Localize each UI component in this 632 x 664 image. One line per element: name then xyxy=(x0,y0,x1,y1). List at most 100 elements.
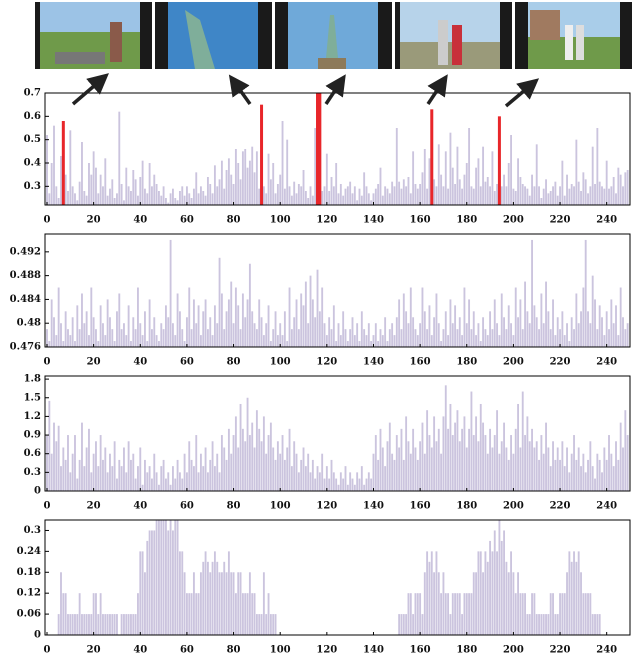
bar xyxy=(387,189,389,205)
bar xyxy=(67,191,69,205)
bar xyxy=(473,189,475,205)
bar xyxy=(86,447,88,491)
bar xyxy=(188,593,190,635)
bar xyxy=(496,410,498,491)
bar xyxy=(265,454,267,491)
bar xyxy=(237,163,239,205)
bar xyxy=(165,520,167,635)
bar xyxy=(515,288,517,347)
bar xyxy=(272,447,274,491)
y-tick-label: 0 xyxy=(34,630,41,641)
bar xyxy=(568,551,570,635)
bar xyxy=(107,299,109,347)
bar xyxy=(494,530,496,635)
bar xyxy=(69,614,71,635)
bar xyxy=(543,614,545,635)
bar xyxy=(498,454,500,491)
bar xyxy=(599,460,601,491)
bar xyxy=(242,429,244,491)
bar xyxy=(526,311,528,347)
bar xyxy=(74,193,76,205)
bar xyxy=(114,441,116,491)
bar xyxy=(275,614,277,635)
bar xyxy=(53,317,55,347)
bar xyxy=(60,466,62,491)
x-tick-label: 200 xyxy=(503,215,524,226)
bar xyxy=(86,196,88,205)
bar xyxy=(261,614,263,635)
bar xyxy=(566,447,568,491)
bar xyxy=(62,341,64,347)
bar xyxy=(167,472,169,491)
bar xyxy=(90,288,92,347)
x-tick-label: 20 xyxy=(87,357,101,368)
bar xyxy=(153,317,155,347)
x-tick-label: 160 xyxy=(410,357,431,368)
bar xyxy=(524,282,526,347)
bar xyxy=(97,193,99,205)
bar xyxy=(223,189,225,205)
bar xyxy=(566,323,568,347)
bar xyxy=(300,460,302,491)
bar xyxy=(249,161,251,205)
bar xyxy=(172,466,174,491)
bar xyxy=(510,551,512,635)
bar xyxy=(384,186,386,205)
bar xyxy=(461,189,463,205)
thumbnails xyxy=(35,2,632,69)
x-tick-label: 80 xyxy=(227,645,241,656)
bar xyxy=(102,186,104,205)
bar xyxy=(130,614,132,635)
bar xyxy=(429,158,431,205)
bar xyxy=(97,466,99,491)
bar xyxy=(484,182,486,205)
bar xyxy=(417,335,419,347)
bar xyxy=(503,175,505,205)
y-tick-label: 0.24 xyxy=(17,546,41,557)
bar xyxy=(347,485,349,491)
bar xyxy=(594,184,596,205)
bar xyxy=(419,593,421,635)
bar xyxy=(447,189,449,205)
bar xyxy=(228,158,230,205)
bar xyxy=(620,423,622,491)
bar xyxy=(403,179,405,205)
bar xyxy=(375,189,377,205)
bar xyxy=(279,175,281,205)
bar xyxy=(459,593,461,635)
bar xyxy=(547,614,549,635)
bar xyxy=(501,186,503,205)
x-tick-label: 160 xyxy=(410,501,431,512)
x-tick-label: 180 xyxy=(456,357,477,368)
bar xyxy=(67,614,69,635)
bar xyxy=(174,198,176,205)
bar xyxy=(412,151,414,205)
bar xyxy=(603,189,605,205)
bar xyxy=(228,299,230,347)
x-tick-label: 0 xyxy=(44,501,51,512)
x-tick-label: 60 xyxy=(180,357,194,368)
bar xyxy=(149,530,151,635)
bar xyxy=(296,454,298,491)
bar xyxy=(137,593,139,635)
bar xyxy=(249,264,251,347)
bar xyxy=(354,335,356,347)
x-tick-label: 20 xyxy=(87,501,101,512)
bar xyxy=(86,311,88,347)
bar xyxy=(144,189,146,205)
bar xyxy=(475,572,477,635)
bar xyxy=(517,158,519,205)
bar xyxy=(473,435,475,491)
page: {"chart_data": [ {"type": "bar", "xlim":… xyxy=(0,0,632,664)
bar xyxy=(121,329,123,347)
bar xyxy=(100,435,102,491)
bar xyxy=(314,479,316,491)
bar xyxy=(230,454,232,491)
bar xyxy=(489,186,491,205)
bar xyxy=(314,128,316,205)
bar xyxy=(491,551,493,635)
bar xyxy=(76,479,78,491)
bar xyxy=(151,329,153,347)
bar xyxy=(195,172,197,205)
